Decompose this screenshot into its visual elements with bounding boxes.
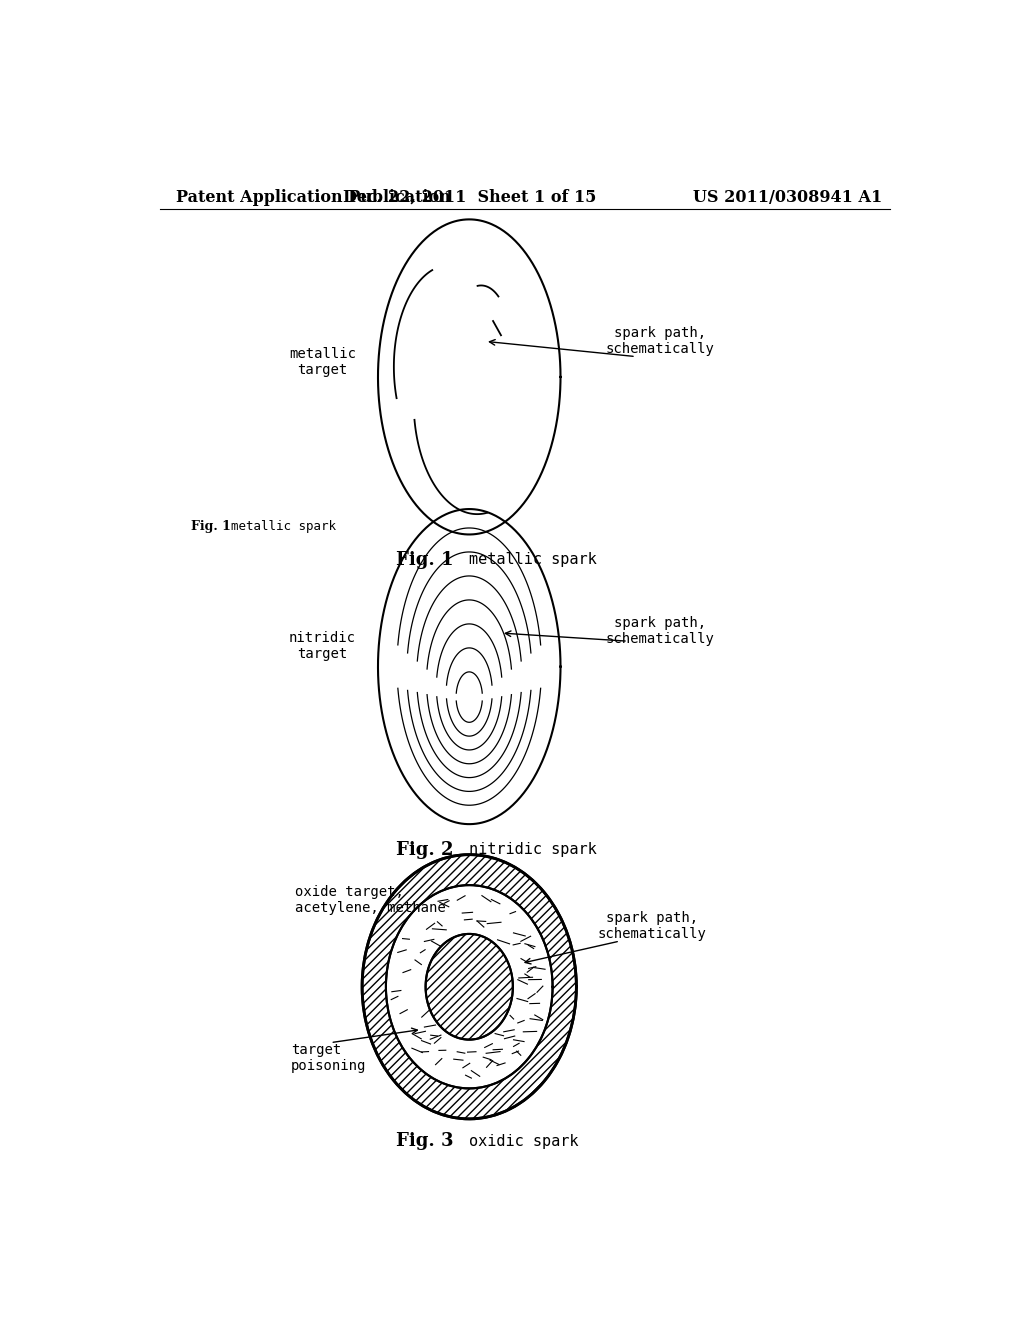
Text: spark path,
schematically: spark path, schematically (605, 326, 714, 356)
Text: spark path,
schematically: spark path, schematically (597, 911, 707, 941)
Text: metallic spark: metallic spark (469, 552, 597, 568)
Text: Dec. 22, 2011  Sheet 1 of 15: Dec. 22, 2011 Sheet 1 of 15 (343, 189, 596, 206)
Text: US 2011/0308941 A1: US 2011/0308941 A1 (692, 189, 882, 206)
Text: Fig. 3: Fig. 3 (396, 1133, 454, 1150)
Ellipse shape (362, 854, 577, 1119)
Text: Fig. 2: Fig. 2 (396, 841, 454, 858)
Text: oxide target,
acetylene, methane: oxide target, acetylene, methane (295, 886, 445, 916)
Text: nitridic spark: nitridic spark (469, 842, 597, 857)
Text: Fig. 1: Fig. 1 (396, 550, 454, 569)
Text: Patent Application Publication: Patent Application Publication (176, 189, 451, 206)
Ellipse shape (386, 886, 553, 1089)
Text: metallic spark: metallic spark (231, 520, 336, 533)
Text: oxidic spark: oxidic spark (469, 1134, 579, 1148)
Text: Fig. 1: Fig. 1 (191, 520, 231, 533)
Text: spark path,
schematically: spark path, schematically (605, 616, 714, 645)
Text: target
poisoning: target poisoning (291, 1043, 366, 1073)
Text: nitridic
target: nitridic target (289, 631, 356, 661)
Text: metallic
target: metallic target (289, 347, 356, 376)
Ellipse shape (426, 935, 513, 1040)
